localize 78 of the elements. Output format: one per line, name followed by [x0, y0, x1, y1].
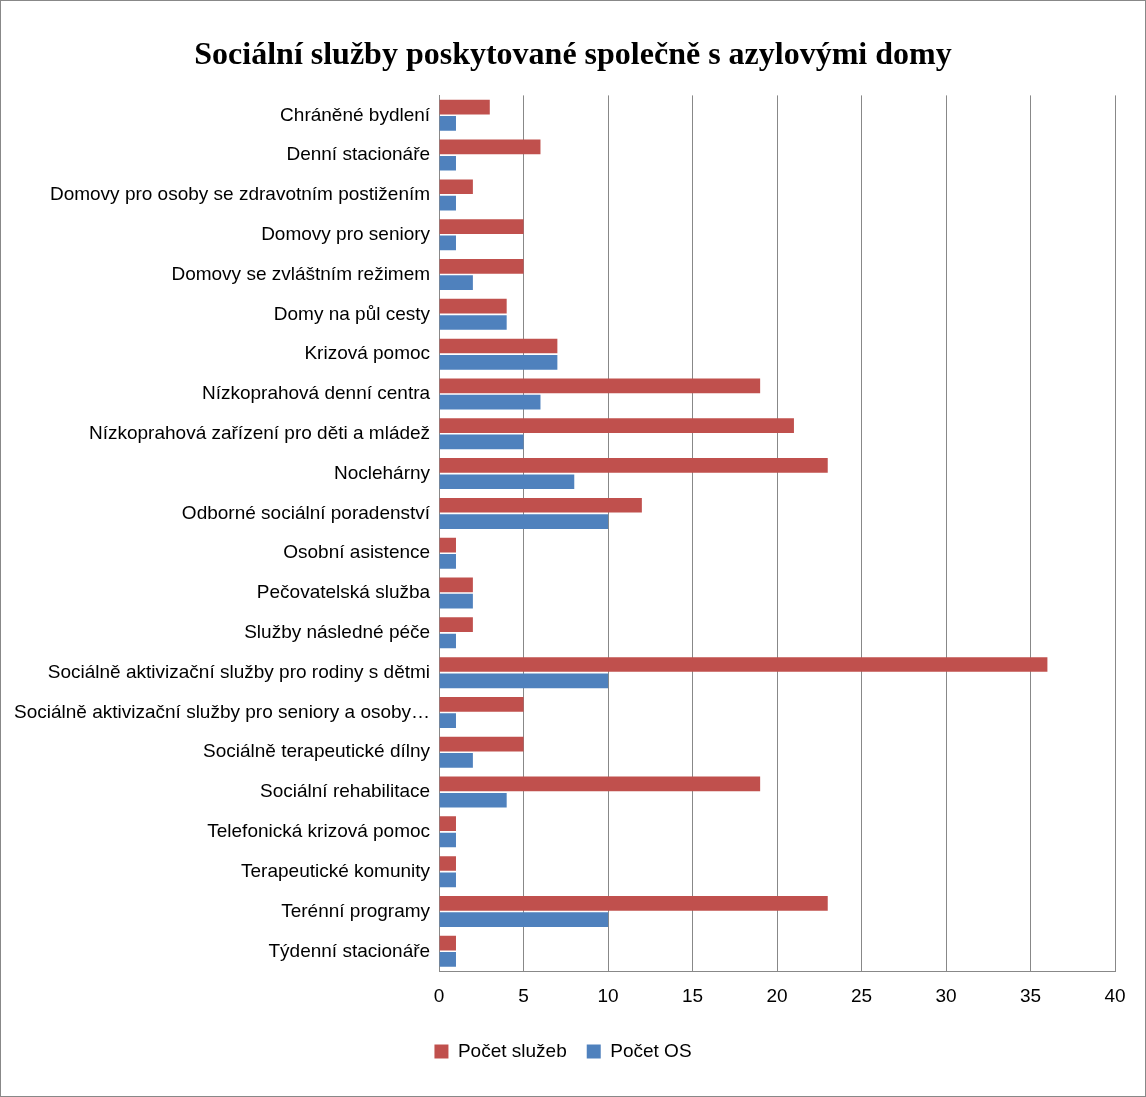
y-tick-label: Nízkoprahová zařízení pro děti a mládež: [88, 422, 431, 444]
y-tick-label: Telefonická krizová pomoc: [207, 820, 431, 842]
bar: [439, 753, 473, 768]
bar: [439, 912, 609, 927]
bar: [439, 713, 456, 728]
bar: [439, 696, 524, 712]
bar: [439, 673, 609, 689]
y-tick-label: Domovy pro seniory: [261, 222, 431, 244]
bar: [439, 832, 456, 848]
bar: [439, 554, 456, 569]
bar: [439, 99, 490, 115]
y-tick-label: Sociálně aktivizační služby pro rodiny s dětmi: [47, 660, 431, 682]
bar: [439, 298, 507, 314]
y-tick-label: Chráněné bydlení: [280, 103, 431, 125]
bar: [439, 816, 456, 832]
bar: [439, 338, 558, 354]
y-tick-label: Nízkoprahová denní centra: [201, 382, 431, 404]
bar: [439, 219, 524, 234]
x-tick-label: 40: [1104, 984, 1126, 1006]
y-tick-label: Sociálně aktivizační služby pro seniory a osoby…: [14, 700, 431, 722]
bar: [439, 116, 456, 131]
x-tick-label: 25: [850, 984, 873, 1006]
y-tick-label: Terapeutické komunity: [241, 859, 431, 881]
y-tick-label: Domovy se zvláštním režimem: [171, 262, 431, 284]
bar: [439, 935, 456, 951]
bar: [439, 657, 1048, 672]
bar: [439, 394, 541, 410]
bar: [439, 434, 524, 450]
x-tick-label: 20: [766, 984, 788, 1006]
y-tick-label: Sociálně terapeutické dílny: [203, 740, 431, 762]
y-tick-label: Osobní asistence: [283, 541, 431, 563]
chart-title: Sociální služby poskytované společně s azylovými domy: [193, 35, 953, 72]
y-tick-label: Pečovatelská služba: [256, 581, 431, 603]
x-tick-label: 30: [935, 984, 957, 1006]
bar: [439, 856, 456, 871]
x-tick-label: 0: [433, 984, 445, 1006]
bar: [439, 458, 828, 473]
bar: [439, 235, 456, 251]
bar: [439, 593, 473, 609]
bar: [439, 952, 456, 967]
bar: [439, 895, 828, 911]
y-tick-label: Týdenní stacionáře: [268, 939, 431, 961]
bar: [439, 497, 642, 513]
bar: [439, 792, 507, 808]
bar: [439, 736, 524, 752]
bar: [439, 514, 609, 529]
y-tick-label: Domy na půl cesty: [273, 302, 431, 324]
bar: [439, 275, 473, 291]
bar: [439, 617, 473, 633]
bar: [439, 179, 473, 195]
legend-label: Počet služeb: [457, 1039, 567, 1061]
bar: [439, 474, 575, 490]
x-tick-label: 15: [681, 984, 704, 1006]
y-tick-label: Denní stacionáře: [286, 143, 431, 165]
bar: [439, 139, 541, 155]
bar: [439, 259, 524, 274]
bar: [439, 354, 558, 370]
x-tick-label: 5: [518, 984, 529, 1006]
bar: [439, 776, 761, 792]
y-tick-label: Domovy pro osoby se zdravotním postižením: [49, 183, 431, 205]
y-tick-label: Odborné sociální poradenství: [181, 501, 431, 523]
y-tick-label: Krizová pomoc: [304, 342, 431, 364]
x-tick-label: 10: [597, 984, 619, 1006]
bar: [439, 195, 456, 211]
x-tick-label: 35: [1019, 984, 1042, 1006]
bar: [439, 378, 761, 394]
bar: [439, 633, 456, 649]
bar: [439, 577, 473, 593]
y-tick-label: Sociální rehabilitace: [260, 780, 431, 802]
bar: [439, 537, 456, 553]
bar: [439, 315, 507, 330]
bar: [439, 418, 794, 433]
bar: [439, 155, 456, 171]
bar: [439, 872, 456, 888]
y-tick-label: Terénní programy: [281, 899, 431, 921]
y-tick-label: Noclehárny: [333, 461, 431, 483]
y-tick-label: Služby následné péče: [244, 621, 431, 643]
legend-label: Počet OS: [610, 1039, 692, 1061]
